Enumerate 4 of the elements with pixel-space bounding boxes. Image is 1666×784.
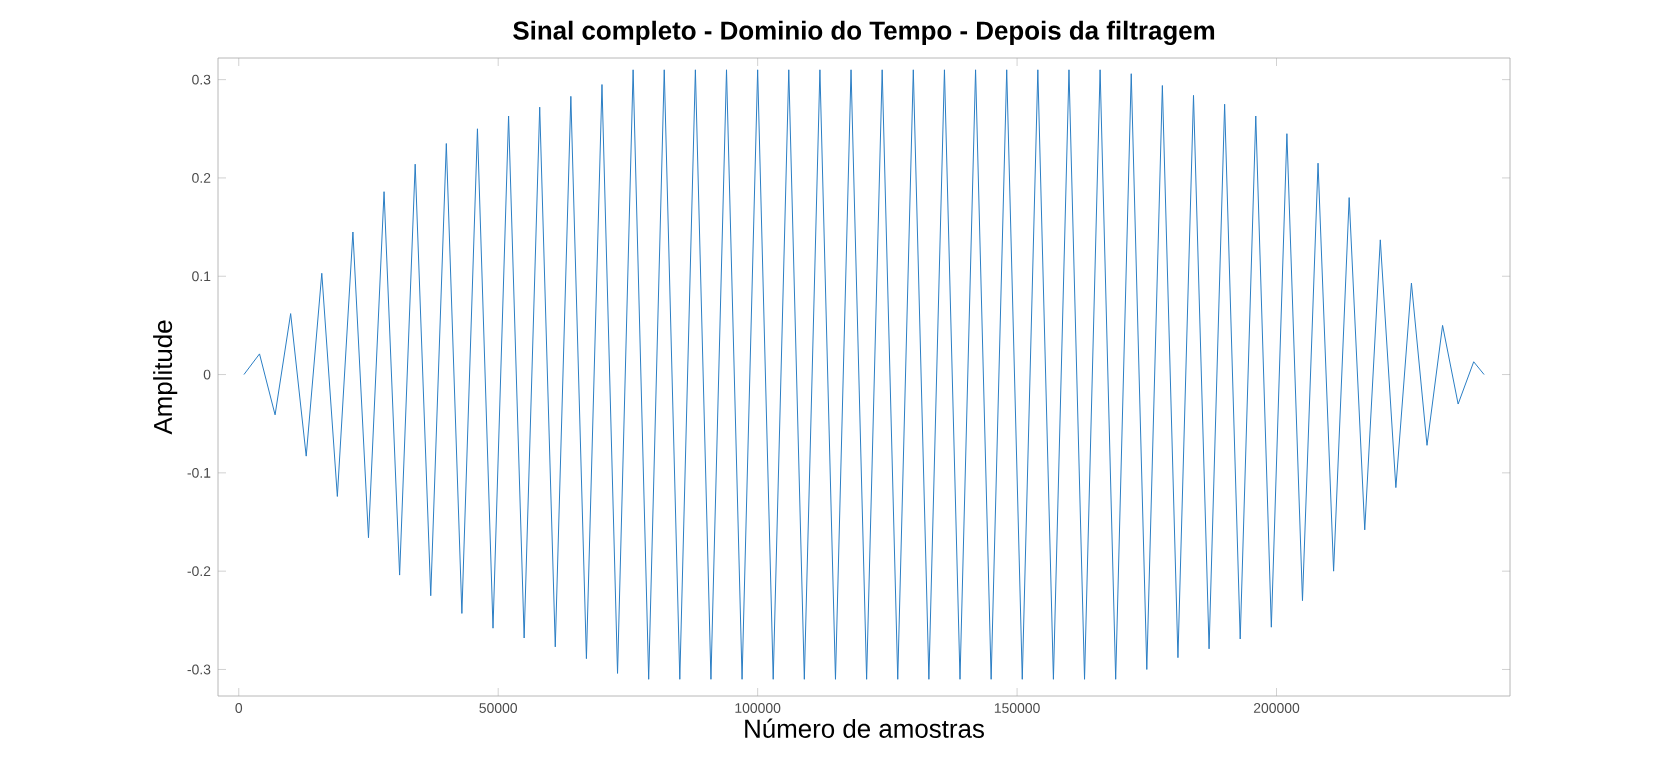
chart-title: Sinal completo - Dominio do Tempo - Depois da filtragem	[513, 20, 1215, 46]
line-series	[243, 69, 1485, 680]
x-axis-title: Número de amostras	[745, 718, 984, 738]
y-axis-title: Amplitude	[153, 320, 178, 435]
